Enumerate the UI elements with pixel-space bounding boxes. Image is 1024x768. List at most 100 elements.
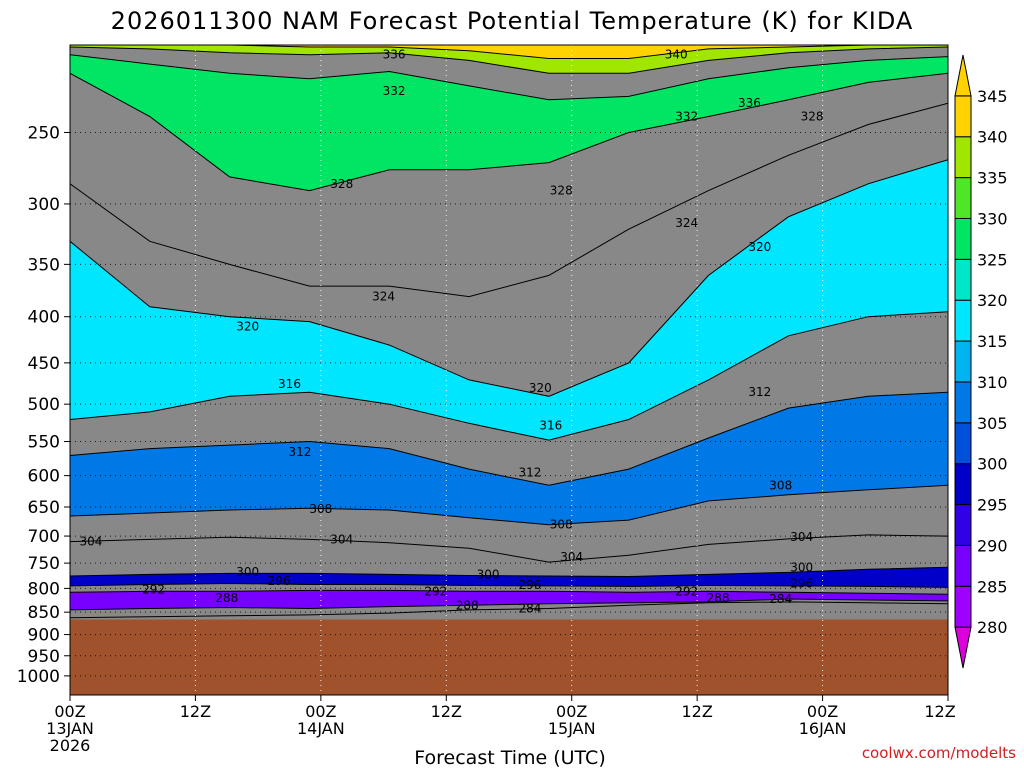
isentrope-label: 296	[790, 576, 813, 590]
x-tick-label: 15JAN	[548, 719, 596, 738]
isentrope-label: 300	[477, 567, 500, 581]
isentrope-316	[70, 311, 948, 441]
isentrope-296	[70, 582, 948, 588]
isentrope-label: 300	[790, 560, 813, 574]
isentrope-label: 304	[79, 535, 102, 549]
isentrope-label-text: 308	[309, 502, 332, 516]
isentrope-label-text: 332	[383, 84, 406, 98]
y-tick-label: 800	[28, 579, 60, 599]
y-tick-label: 900	[28, 626, 60, 646]
colorbar-segment	[954, 217, 972, 260]
isentrope-label: 304	[790, 530, 813, 544]
isentrope-label: 308	[309, 502, 332, 516]
isentrope-label: 332	[675, 109, 698, 123]
isentrope-label: 292	[142, 582, 165, 596]
isentrope-label-text: 316	[539, 419, 562, 433]
isentrope-288	[70, 598, 948, 611]
isentrope-label-text: 312	[748, 385, 771, 399]
isentrope-label: 308	[769, 478, 792, 492]
isentrope-label-text: 324	[675, 216, 698, 230]
isentrope-label: 320	[748, 240, 771, 254]
isentrope-label-text: 320	[748, 240, 771, 254]
colorbar: 280 285 290 295 300 305 310 315 320 325 330 335 340 3…	[954, 54, 1008, 669]
isentrope-label-text: 316	[278, 377, 301, 391]
isentrope-324	[70, 102, 948, 298]
ground-below-surface	[70, 619, 948, 695]
y-tick-label: 950	[28, 647, 60, 667]
isentrope-label-text: 284	[518, 601, 541, 615]
isentrope-328	[70, 72, 948, 192]
isentrope-label-text: 292	[675, 584, 698, 598]
isentrope-label: 336	[383, 48, 406, 62]
isentrope-label: 340	[665, 48, 688, 62]
colorbar-segment	[954, 299, 972, 342]
isentrope-label: 328	[801, 109, 824, 123]
isentrope-label: 328	[550, 184, 573, 198]
isentrope-label-text: 328	[330, 177, 353, 191]
y-tick-label: 750	[28, 554, 60, 574]
x-tick-label: 12Z	[924, 702, 955, 721]
x-tick-label: 12Z	[681, 702, 712, 721]
colorbar-tick-label: 295	[977, 496, 1008, 515]
isentrope-320	[70, 159, 948, 397]
y-tick-label: 850	[28, 603, 60, 623]
x-tick-label: 14JAN	[297, 719, 345, 738]
colorbar-segment	[954, 585, 972, 628]
isentrope-label-text: 304	[790, 530, 813, 544]
isentrope-label: 292	[675, 584, 698, 598]
isentrope-label-text: 336	[383, 48, 406, 62]
isentrope-label: 328	[330, 177, 353, 191]
isentrope-label: 312	[288, 445, 311, 459]
isentrope-label-text: 296	[268, 574, 291, 588]
isentrope-lines	[70, 45, 948, 619]
y-tick-label: 550	[28, 433, 60, 453]
isentrope-label-text: 288	[215, 591, 238, 605]
isentrope-label: 336	[738, 96, 761, 110]
isentrope-label: 292	[424, 584, 447, 598]
isentrope-label: 304	[330, 532, 353, 546]
isentrope-label: 300	[236, 565, 259, 579]
isentrope-label-text: 304	[79, 535, 102, 549]
isentrope-label: 320	[529, 381, 552, 395]
isentrope-label-text: 340	[665, 48, 688, 62]
colorbar-tick-label: 335	[977, 169, 1008, 188]
isentrope-label: 324	[675, 216, 698, 230]
x-tick-label: 00Z	[807, 702, 838, 721]
x-axis-label: Forecast Time (UTC)	[414, 747, 605, 768]
y-tick-label: 350	[28, 255, 60, 275]
x-tick-label: 12Z	[180, 702, 211, 721]
isentrope-label-text: 304	[330, 532, 353, 546]
plot-frame	[69, 44, 949, 696]
colorbar-segment	[954, 177, 972, 219]
isentrope-label-text: 312	[288, 445, 311, 459]
colorbar-tick-label: 300	[977, 455, 1008, 474]
x-tick-label: 13JAN	[46, 719, 94, 738]
x-tick-label: 16JAN	[799, 719, 847, 738]
colorbar-segment	[954, 381, 972, 424]
colorbar-tick-label: 325	[977, 250, 1008, 269]
colorbar-segment	[954, 626, 972, 669]
y-tick-label: 500	[28, 395, 60, 415]
y-tick-label: 600	[28, 467, 60, 487]
colorbar-tick-label: 340	[977, 128, 1008, 147]
isentrope-label-text: 304	[560, 550, 583, 564]
isentrope-label-text: 292	[424, 584, 447, 598]
isentrope-label: 284	[769, 592, 792, 606]
y-axis-ticks: 250 300 350 400 450 500 550 600 650 700 750 800 850 9…	[17, 123, 70, 687]
isentrope-308	[70, 484, 948, 526]
isentrope-label-text: 320	[529, 381, 552, 395]
colorbar-segment	[954, 463, 972, 506]
isentrope-label: 332	[383, 84, 406, 98]
colorbar-segment	[954, 340, 972, 383]
isentrope-label-text: 308	[769, 478, 792, 492]
isentrope-label-text: 312	[518, 465, 541, 479]
isentrope-312	[70, 391, 948, 486]
y-tick-label: 250	[28, 123, 60, 143]
isentrope-label-text: 308	[550, 518, 573, 532]
theta-color-bands	[70, 45, 948, 695]
y-tick-label: 300	[28, 195, 60, 215]
isentrope-label: 316	[539, 419, 562, 433]
colorbar-tick-label: 290	[977, 536, 1008, 555]
colorbar-tick-label: 320	[977, 291, 1008, 310]
